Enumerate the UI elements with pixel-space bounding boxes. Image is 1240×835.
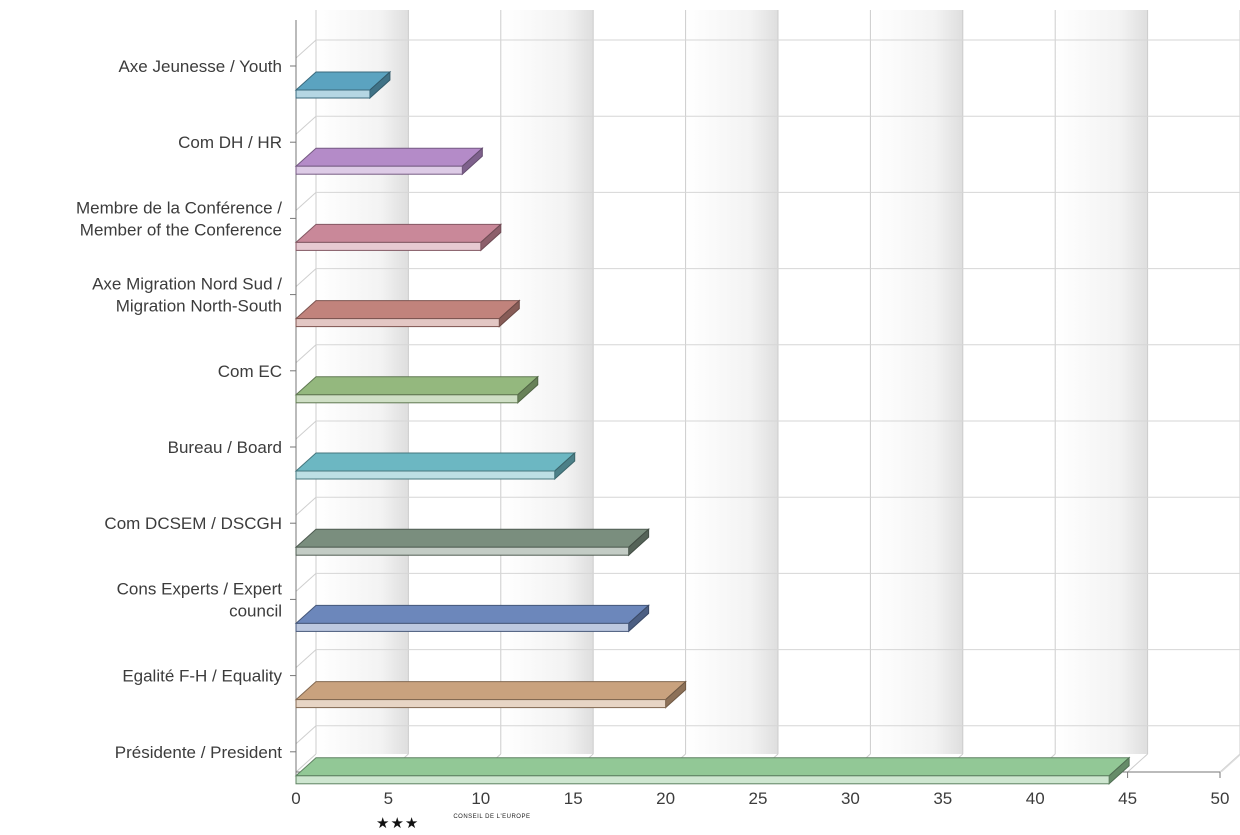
gridline-wall (295, 725, 317, 745)
bar (294, 528, 650, 557)
bar-front (295, 89, 371, 99)
category-label: Bureau / Board (168, 438, 282, 457)
category-label: Migration North-South (116, 297, 282, 316)
background-band (870, 10, 963, 754)
bar-top (294, 147, 484, 167)
x-tick-label: 45 (1118, 789, 1137, 808)
gridline-wall (295, 649, 317, 668)
category-label: Cons Experts / Expert (117, 579, 283, 598)
gridline-floor (1127, 753, 1148, 773)
category-label: Member of the Conference (80, 220, 282, 239)
category-label: Axe Migration Nord Sud / (92, 275, 282, 294)
category-label: Egalité F-H / Equality (122, 667, 282, 686)
gridline-wall (295, 192, 317, 211)
gridline-wall (295, 496, 317, 516)
bar (294, 375, 540, 404)
floor-edge (1220, 754, 1240, 772)
x-tick-label: 30 (841, 789, 860, 808)
bar (294, 147, 484, 176)
bar-top (294, 757, 1131, 777)
bar-top (294, 528, 650, 548)
x-tick-labels: 0 5 10 15 20 25 30 35 40 45 50 (291, 789, 1229, 808)
background-band (685, 10, 778, 754)
bar-top (294, 604, 650, 624)
x-tick-label: 10 (471, 789, 490, 808)
bar (294, 70, 392, 100)
gridline-wall (295, 268, 317, 287)
bar-front (295, 699, 667, 709)
x-tick-label: 20 (656, 789, 675, 808)
category-label: Membre de la Conférence / (76, 198, 282, 217)
bar-front (295, 622, 630, 632)
bar-top (294, 300, 521, 320)
x-tick-label: 25 (749, 789, 768, 808)
gridline-wall (295, 115, 317, 135)
bar (294, 299, 521, 328)
bar-front (295, 165, 463, 175)
bar-front (295, 470, 556, 480)
x-tick-label: 40 (1026, 789, 1045, 808)
x-tick-label: 50 (1211, 789, 1230, 808)
bar (294, 680, 687, 709)
x-tick-label: 15 (564, 789, 583, 808)
gridline-floor (295, 753, 317, 773)
bar-front (295, 241, 482, 251)
bar-top (294, 223, 503, 243)
x-tick-label: 35 (933, 789, 952, 808)
category-label: Com EC (218, 362, 282, 381)
background-band (1055, 10, 1148, 754)
x-tick-label: 5 (384, 789, 393, 808)
bar-front (295, 775, 1110, 785)
category-labels: Axe Jeunesse / Youth Com DH / HR Membre de… (76, 57, 282, 762)
bar (294, 604, 650, 633)
gridline-wall (295, 344, 317, 364)
gridline-wall (295, 420, 317, 440)
bar-front (295, 394, 519, 404)
bar-front (295, 546, 630, 556)
category-label: Com DCSEM / DSCGH (104, 514, 282, 533)
council-of-europe-stars-icon: ★★★ (376, 814, 420, 832)
category-label: Présidente / President (115, 743, 283, 762)
organisation-name: CONSEIL DE L'EUROPE (453, 814, 531, 820)
gridline-wall (295, 39, 317, 59)
category-label: Axe Jeunesse / Youth (118, 57, 282, 76)
bar (294, 223, 503, 252)
bar-front (295, 318, 500, 328)
x-tick-label: 0 (291, 789, 300, 808)
category-label: council (229, 601, 282, 620)
bar (294, 756, 1131, 785)
bars (294, 70, 1131, 785)
bar-top (294, 452, 577, 472)
background-bands (316, 10, 1148, 754)
bar-top (294, 376, 540, 396)
footer: ★★★ CONSEIL DE L'EUROPE (376, 812, 530, 834)
category-label: Com DH / HR (178, 133, 282, 152)
bar-top (294, 681, 687, 701)
bar (294, 451, 577, 481)
gridline-wall (295, 573, 317, 592)
